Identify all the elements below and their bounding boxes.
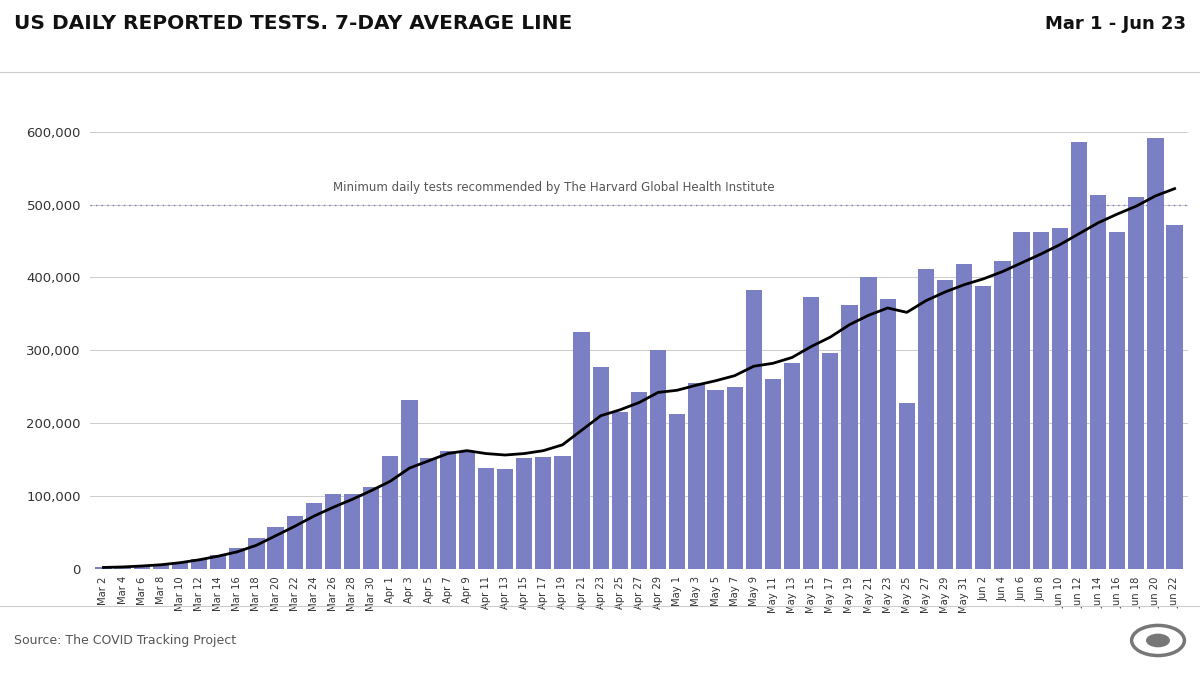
Bar xyxy=(95,567,112,569)
Bar xyxy=(976,286,991,569)
Bar xyxy=(803,297,820,569)
Bar xyxy=(287,516,302,569)
Bar xyxy=(1070,142,1087,569)
Bar xyxy=(631,392,647,569)
Bar xyxy=(670,414,685,569)
Bar xyxy=(229,548,246,569)
Bar xyxy=(707,390,724,569)
Bar xyxy=(191,559,208,569)
Bar xyxy=(1147,138,1164,569)
Bar xyxy=(1128,197,1145,569)
Bar xyxy=(650,350,666,569)
Bar xyxy=(401,399,418,569)
Bar xyxy=(382,456,398,569)
Bar xyxy=(1109,232,1126,569)
Bar xyxy=(784,363,800,569)
Bar xyxy=(1090,195,1106,569)
Bar xyxy=(574,332,589,569)
Bar xyxy=(880,299,896,569)
Bar xyxy=(268,527,283,569)
Bar xyxy=(439,451,456,569)
Bar xyxy=(325,494,341,569)
Bar xyxy=(306,503,322,569)
Bar xyxy=(689,383,704,569)
Bar xyxy=(956,264,972,569)
Bar xyxy=(612,412,628,569)
Bar xyxy=(726,386,743,569)
Bar xyxy=(114,566,131,569)
Bar xyxy=(458,451,475,569)
Bar xyxy=(535,457,552,569)
Bar xyxy=(210,556,227,569)
Bar xyxy=(364,487,379,569)
Bar xyxy=(344,494,360,569)
Bar xyxy=(841,305,858,569)
Bar xyxy=(172,562,188,569)
Bar xyxy=(899,403,914,569)
Bar xyxy=(593,367,608,569)
Bar xyxy=(133,566,150,569)
Bar xyxy=(995,261,1010,569)
Bar xyxy=(1014,232,1030,569)
Bar xyxy=(478,468,494,569)
Text: Minimum daily tests recommended by The Harvard Global Health Institute: Minimum daily tests recommended by The H… xyxy=(332,182,774,195)
Bar xyxy=(764,379,781,569)
Bar xyxy=(937,279,953,569)
Bar xyxy=(152,564,169,569)
Bar xyxy=(248,538,264,569)
Bar xyxy=(1032,232,1049,569)
Bar xyxy=(516,458,533,569)
Bar xyxy=(1166,225,1183,569)
Bar xyxy=(554,456,571,569)
Bar xyxy=(1051,228,1068,569)
Bar xyxy=(918,269,934,569)
Bar xyxy=(860,277,877,569)
Text: Source: The COVID Tracking Project: Source: The COVID Tracking Project xyxy=(14,634,236,647)
Bar xyxy=(497,469,514,569)
Bar xyxy=(745,290,762,569)
Text: US DAILY REPORTED TESTS. 7-DAY AVERAGE LINE: US DAILY REPORTED TESTS. 7-DAY AVERAGE L… xyxy=(14,14,572,34)
Text: Mar 1 - Jun 23: Mar 1 - Jun 23 xyxy=(1044,15,1186,33)
Bar xyxy=(822,353,839,569)
Bar xyxy=(420,458,437,569)
